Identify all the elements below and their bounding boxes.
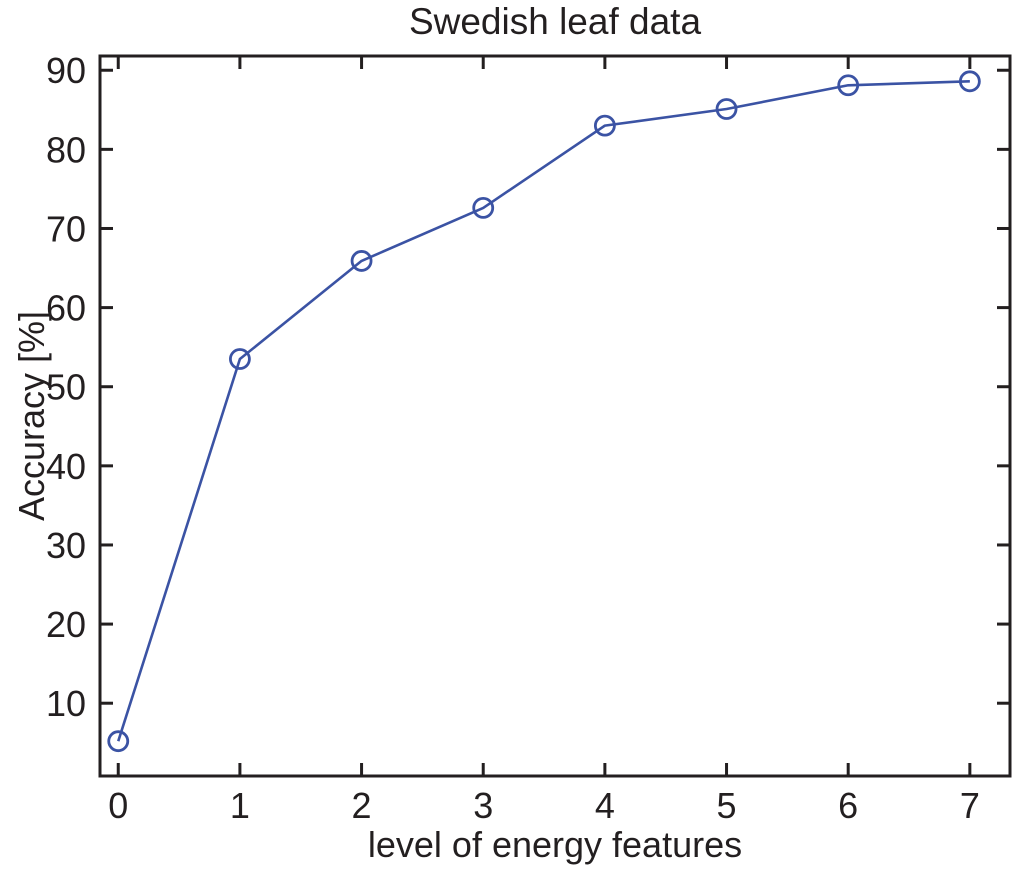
data-point-marker (837, 74, 860, 97)
x-tick-label: 0 (108, 785, 128, 826)
data-line (117, 80, 970, 742)
x-tick-label: 3 (473, 785, 493, 826)
data-point-marker (472, 197, 495, 219)
y-tick-label: 70 (46, 208, 86, 249)
x-tick-label: 4 (595, 785, 615, 826)
x-axis-label: level of energy features (367, 824, 743, 865)
data-point-marker (958, 70, 981, 93)
x-tick-label: 1 (230, 785, 250, 826)
x-tick-label: 6 (838, 785, 858, 826)
data-point-marker (593, 114, 616, 137)
y-tick-label: 50 (46, 367, 86, 408)
data-point-marker (350, 250, 373, 272)
x-tick-label: 5 (717, 785, 737, 826)
axes-frame (98, 54, 1012, 778)
chart-title: Swedish leaf data (408, 1, 702, 42)
y-tick-label: 40 (46, 446, 86, 487)
y-tick-label: 60 (46, 288, 86, 329)
data-point-marker (229, 348, 251, 370)
x-tick-label: 2 (352, 785, 372, 826)
y-tick-label: 90 (46, 50, 86, 91)
y-tick-label: 10 (46, 683, 86, 724)
x-tick-label: 7 (960, 785, 980, 826)
y-tick-label: 80 (46, 129, 86, 170)
data-point-marker (715, 98, 738, 120)
data-point-marker (107, 730, 130, 753)
y-tick-label: 20 (46, 604, 86, 645)
y-tick-label: 30 (46, 525, 86, 566)
